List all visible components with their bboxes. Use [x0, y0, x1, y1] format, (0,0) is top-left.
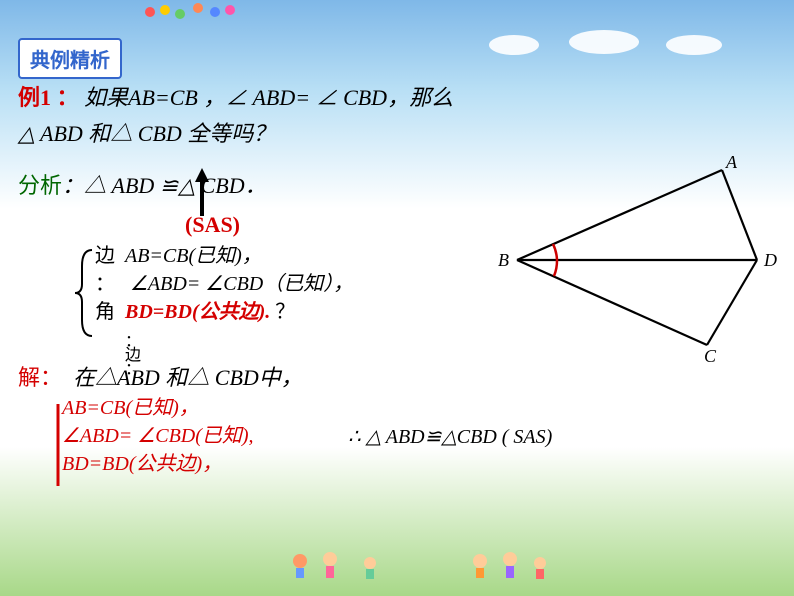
- brace-left-icon: [72, 248, 96, 338]
- decor-kids: [280, 521, 560, 581]
- question-mark: ？: [275, 301, 295, 323]
- label-A: A: [725, 152, 738, 172]
- ans-l2: ∠ABD= ∠CBD(已知),: [62, 422, 254, 450]
- question-block: 例1 ： 如果AB=CB ，∠ ABD= ∠ CBD，那么 △ ABD 和△ C…: [18, 80, 776, 152]
- answer-block: 解： 在△ABD 和△ CBD中，: [18, 360, 303, 396]
- conclusion: ∴ △ ABD≌△CBD ( SAS): [348, 424, 552, 449]
- side2-text: BD=BD(公共边).: [125, 301, 270, 323]
- question-text-l2: △ ABD 和△ CBD 全等吗？: [18, 116, 776, 152]
- question-text-l1: 如果AB=CB ，∠ ABD= ∠ CBD，那么: [84, 85, 453, 110]
- answer-conditions: AB=CB(已知)， ∠ABD= ∠CBD(已知), BD=BD(公共边)，: [62, 394, 254, 478]
- label-D: D: [763, 250, 777, 270]
- ans-l1: AB=CB(已知)，: [62, 394, 254, 422]
- colon: ：: [95, 273, 115, 295]
- angle-label: 角: [95, 301, 115, 323]
- brace-conditions: 边 AB=CB(已知)， ： ∠ABD= ∠CBD（已知）， 角 BD=BD(公…: [95, 242, 353, 326]
- section-tag: 典例精析: [18, 38, 122, 79]
- example-label: 例1 ：: [18, 85, 79, 110]
- decor-clouds: [484, 30, 734, 60]
- label-C: C: [704, 346, 717, 366]
- analysis-text: ：△ ABD ≌△ CBD．: [62, 173, 267, 198]
- label-B: B: [498, 250, 509, 270]
- analysis-label: 分析: [18, 173, 62, 198]
- arrow-up-icon: [192, 168, 212, 216]
- analysis-line: 分析：△ ABD ≌△ CBD．: [18, 168, 267, 204]
- angle-text: ∠ABD= ∠CBD（已知），: [130, 273, 353, 295]
- answer-in: 在△ABD 和△ CBD中，: [73, 365, 303, 390]
- ans-l3: BD=BD(公共边)，: [62, 450, 254, 478]
- triangle-diagram: A B D C: [492, 150, 792, 370]
- decor-balloons: [140, 2, 240, 42]
- answer-label: 解：: [18, 365, 62, 390]
- sas-label: (SAS): [185, 212, 240, 238]
- side1-label: 边: [95, 245, 115, 267]
- side1-text: AB=CB(已知)，: [125, 245, 262, 267]
